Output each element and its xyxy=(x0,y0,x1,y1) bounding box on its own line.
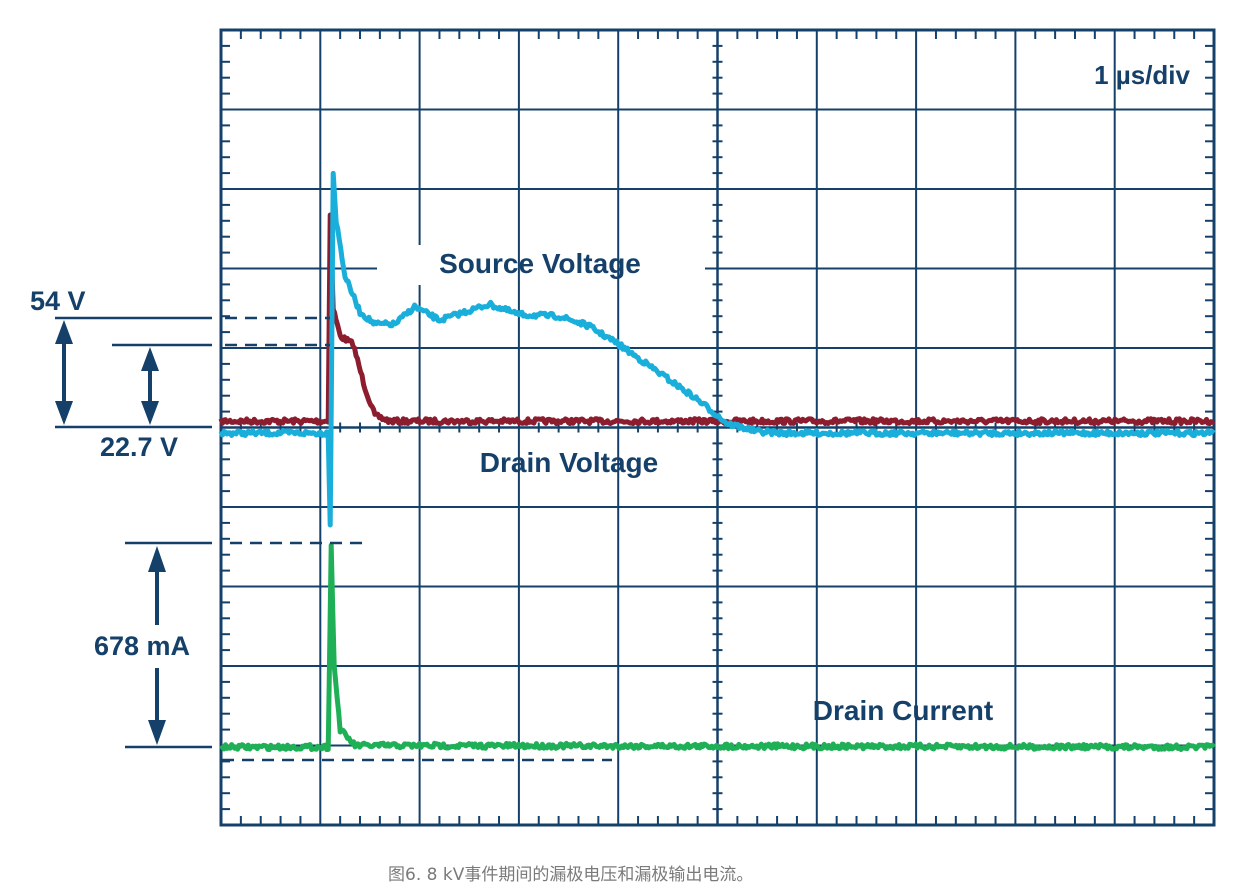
grid xyxy=(219,28,1216,827)
traces xyxy=(218,170,1216,752)
trace-source-voltage xyxy=(218,170,1216,528)
arrow-22-7v-head-down xyxy=(141,401,159,425)
annotations xyxy=(55,316,612,762)
figure-caption: 图6. 8 kV事件期间的漏极电压和漏极输出电流。 xyxy=(388,865,753,885)
annotation-678ma: 678 mA xyxy=(94,631,190,661)
arrow-54v-head-down xyxy=(55,401,73,425)
trace-drain-current xyxy=(219,542,1216,752)
plot-frame xyxy=(219,28,1216,827)
series-label-drain-current: Drain Current xyxy=(813,695,993,726)
arrow-678ma-head-up xyxy=(148,546,166,572)
arrow-22-7v-head-up xyxy=(141,347,159,371)
annotation-22-7v: 22.7 V xyxy=(100,432,178,462)
trace-drain-voltage xyxy=(218,212,1216,427)
arrow-54v-head-up xyxy=(55,320,73,344)
series-label-drain-voltage: Drain Voltage xyxy=(480,447,658,478)
arrow-678ma-head-down xyxy=(148,720,166,745)
series-label-source-voltage: Source Voltage xyxy=(439,248,641,279)
annotation-54v: 54 V xyxy=(30,286,86,316)
timebase-label: 1 µs/div xyxy=(1094,60,1190,90)
